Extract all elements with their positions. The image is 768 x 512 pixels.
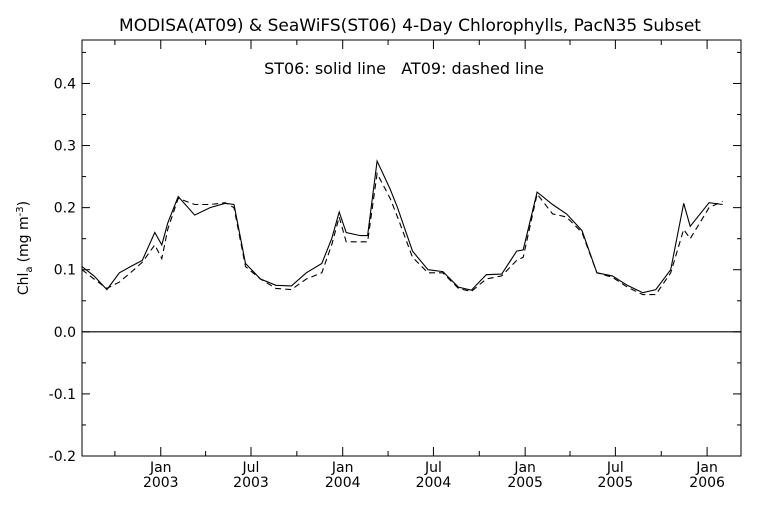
y-axis-label-subscript: a bbox=[24, 266, 35, 272]
plot-frame bbox=[81, 39, 742, 457]
y-tick-label: 0.3 bbox=[54, 139, 76, 155]
x-tick-label-year: 2004 bbox=[416, 475, 452, 491]
x-tick-label-month: Jul bbox=[242, 460, 260, 476]
x-tick-label-month: Jan bbox=[513, 460, 536, 476]
x-tick-label-year: 2004 bbox=[325, 475, 361, 491]
series-annotation: ST06: solid line AT09: dashed line bbox=[264, 59, 544, 78]
series-line-st06 bbox=[81, 159, 723, 294]
y-tick-label: 0.1 bbox=[54, 263, 76, 279]
x-tick-label-month: Jan bbox=[149, 460, 172, 476]
x-tick-label-month: Jan bbox=[695, 460, 718, 476]
y-axis-label: Chla (mg m-3) bbox=[15, 201, 35, 295]
y-axis-label-main: Chl bbox=[16, 273, 32, 296]
x-tick-label-year: 2003 bbox=[143, 475, 179, 491]
plot-area bbox=[81, 39, 742, 457]
x-tick-label-year: 2003 bbox=[233, 475, 269, 491]
series-line-at09 bbox=[81, 171, 723, 296]
x-tick-label-month: Jul bbox=[424, 460, 442, 476]
x-tick-label-month: Jul bbox=[606, 460, 624, 476]
y-tick-label: -0.2 bbox=[49, 449, 76, 465]
y-axis-label-unit-close: ) bbox=[16, 201, 32, 206]
y-tick-label: -0.1 bbox=[49, 387, 76, 403]
x-tick-label-year: 2005 bbox=[507, 475, 543, 491]
x-tick-label-month: Jan bbox=[331, 460, 354, 476]
x-tick-label-year: 2006 bbox=[689, 475, 725, 491]
y-tick-label: 0.4 bbox=[54, 76, 76, 92]
y-axis-label-unit-exponent: -3 bbox=[15, 206, 26, 216]
y-tick-label: 0.0 bbox=[54, 325, 76, 341]
y-tick-label: 0.2 bbox=[54, 201, 76, 217]
x-tick-label-year: 2005 bbox=[598, 475, 634, 491]
chart-title: MODISA(AT09) & SeaWiFS(ST06) 4-Day Chlor… bbox=[119, 16, 701, 36]
y-axis-label-unit: (mg m bbox=[16, 216, 32, 262]
